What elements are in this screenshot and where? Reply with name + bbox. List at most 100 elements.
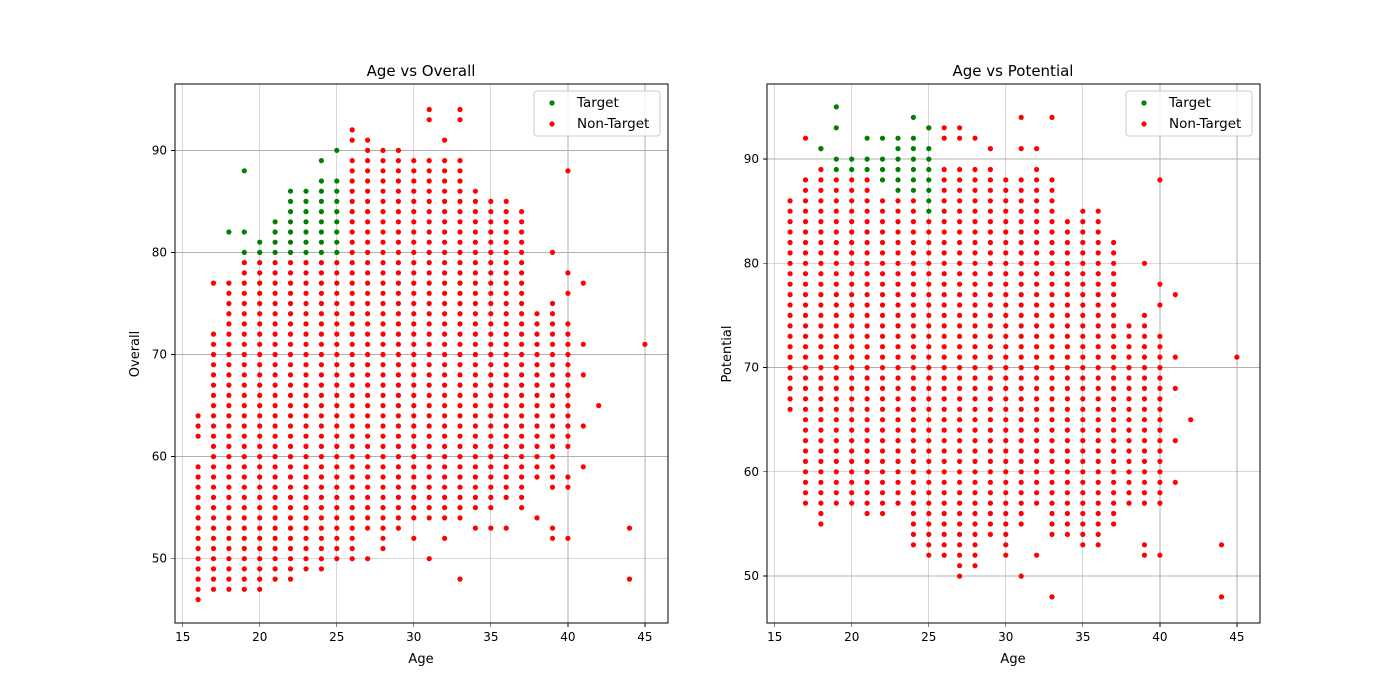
point-target [287,188,294,194]
point-target [910,177,917,183]
point-non-target [426,117,432,123]
point-non-target [818,323,824,329]
point-non-target [226,372,232,378]
point-non-target [972,354,978,360]
point-non-target [442,239,448,245]
point-non-target [395,290,401,296]
point-non-target [849,375,855,381]
point-non-target [287,576,294,582]
point-non-target [1111,396,1117,402]
point-non-target [411,535,417,541]
point-non-target [818,166,824,173]
point-non-target [488,382,494,388]
point-non-target [426,474,432,480]
point-non-target [910,302,917,308]
point-non-target [411,280,417,286]
point-non-target [972,271,978,277]
point-non-target [287,556,294,562]
point-non-target [910,333,917,339]
point-non-target [457,321,463,327]
point-non-target [472,341,478,347]
point-non-target [818,521,824,527]
point-non-target [833,427,839,433]
point-non-target [426,219,432,225]
point-non-target [833,271,839,277]
point-non-target [1141,438,1148,444]
point-non-target [411,239,417,245]
point-non-target [287,290,294,296]
point-non-target [426,188,432,194]
point-non-target [272,515,278,521]
point-non-target [1034,281,1040,287]
point-non-target [1034,552,1040,558]
point-non-target [1064,438,1070,444]
point-non-target [519,209,525,215]
point-non-target [365,525,371,531]
point-non-target [849,427,855,433]
point-non-target [987,510,994,517]
point-non-target [879,302,886,308]
point-non-target [972,500,978,506]
point-non-target [318,474,324,480]
point-non-target [895,208,901,214]
point-non-target [787,385,793,391]
point-non-target [257,443,263,449]
point-non-target [941,448,947,454]
point-non-target [864,396,870,402]
point-non-target [395,362,401,368]
point-non-target [787,323,793,329]
point-non-target [787,354,793,360]
point-non-target [241,362,247,368]
point-non-target [879,229,886,235]
point-non-target [519,433,525,439]
point-non-target [1126,469,1132,475]
point-non-target [442,341,448,347]
point-target [895,177,901,183]
point-non-target [1080,271,1086,277]
point-non-target [879,375,886,381]
point-non-target [442,209,448,215]
point-non-target [987,531,994,538]
point-non-target [534,362,540,368]
point-non-target [519,249,525,255]
point-non-target [318,535,324,541]
point-non-target [957,521,963,527]
point-non-target [1080,469,1086,475]
point-non-target [1018,427,1024,433]
point-non-target [1018,198,1024,204]
point-non-target [787,229,793,235]
point-target [241,249,247,255]
point-non-target [849,365,855,371]
point-target [895,156,901,162]
point-non-target [349,168,355,174]
point-non-target [972,323,978,329]
point-non-target [833,438,839,444]
point-non-target [210,392,217,398]
point-non-target [457,249,463,255]
point-non-target [1111,250,1117,256]
point-non-target [926,438,932,444]
point-non-target [818,281,824,287]
point-non-target [334,392,340,398]
point-non-target [1095,479,1101,485]
point-non-target [318,464,324,470]
point-non-target [365,515,371,521]
point-non-target [1064,406,1070,412]
point-non-target [895,229,901,235]
point-target [334,147,340,153]
point-non-target [926,396,932,402]
point-non-target [1111,417,1117,423]
point-non-target [411,454,417,460]
point-non-target [849,448,855,454]
point-non-target [957,417,963,423]
point-non-target [1157,417,1163,423]
point-non-target [1064,229,1070,235]
point-non-target [1095,417,1101,423]
point-non-target [926,469,932,475]
point-target [303,219,309,225]
point-non-target [864,406,870,412]
point-non-target [457,178,463,184]
point-non-target [1064,354,1070,360]
point-non-target [519,474,525,480]
point-non-target [926,239,932,246]
